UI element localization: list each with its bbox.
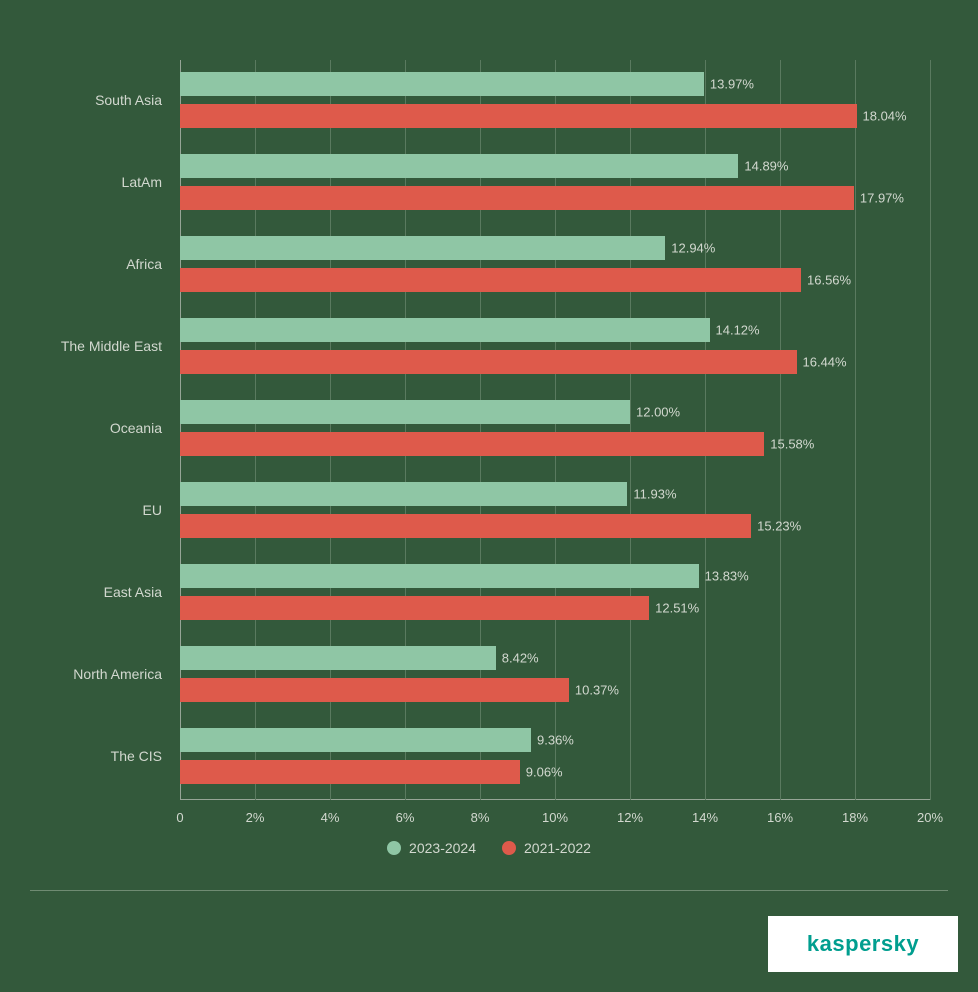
x-tick-label: 2% xyxy=(246,810,265,825)
bar-value-label: 12.00% xyxy=(630,405,680,420)
legend-label: 2023-2024 xyxy=(409,840,476,856)
bar: 15.58% xyxy=(180,432,764,456)
bar-value-label: 12.51% xyxy=(649,601,699,616)
x-tick-label: 0 xyxy=(176,810,183,825)
bar: 18.04% xyxy=(180,104,857,128)
category-label: The CIS xyxy=(111,748,180,764)
x-tick-label: 18% xyxy=(842,810,868,825)
footer-rule xyxy=(30,890,948,891)
bar-value-label: 14.89% xyxy=(738,159,788,174)
category-label: Oceania xyxy=(110,420,180,436)
bar-value-label: 17.97% xyxy=(854,191,904,206)
x-tick-label: 10% xyxy=(542,810,568,825)
bar: 13.83% xyxy=(180,564,699,588)
bar-value-label: 16.44% xyxy=(797,355,847,370)
category-label: LatAm xyxy=(122,174,180,190)
chart-area: 02%4%6%8%10%12%14%16%18%20%South Asia13.… xyxy=(20,20,958,860)
legend-swatch-icon xyxy=(387,841,401,855)
x-tick-label: 6% xyxy=(396,810,415,825)
bar: 12.94% xyxy=(180,236,665,260)
bar-value-label: 12.94% xyxy=(665,241,715,256)
x-tick-label: 14% xyxy=(692,810,718,825)
gridline xyxy=(855,60,856,800)
bar-value-label: 9.36% xyxy=(531,733,574,748)
bar: 9.36% xyxy=(180,728,531,752)
legend-item: 2021-2022 xyxy=(502,840,591,856)
x-tick-label: 4% xyxy=(321,810,340,825)
bar: 12.00% xyxy=(180,400,630,424)
bar-value-label: 11.93% xyxy=(627,487,676,502)
bar-value-label: 14.12% xyxy=(710,323,760,338)
bar: 13.97% xyxy=(180,72,704,96)
bar-value-label: 15.58% xyxy=(764,437,814,452)
bar: 16.56% xyxy=(180,268,801,292)
category-label: East Asia xyxy=(104,584,180,600)
bar: 12.51% xyxy=(180,596,649,620)
bar-value-label: 16.56% xyxy=(801,273,851,288)
bar-value-label: 9.06% xyxy=(520,765,563,780)
brand-text: kaspersky xyxy=(807,931,919,957)
bar-value-label: 18.04% xyxy=(857,109,907,124)
bar-value-label: 15.23% xyxy=(751,519,801,534)
legend-swatch-icon xyxy=(502,841,516,855)
legend-label: 2021-2022 xyxy=(524,840,591,856)
bar: 16.44% xyxy=(180,350,797,374)
chart-frame: 02%4%6%8%10%12%14%16%18%20%South Asia13.… xyxy=(0,0,978,992)
legend-item: 2023-2024 xyxy=(387,840,476,856)
bar-value-label: 10.37% xyxy=(569,683,619,698)
bar-value-label: 8.42% xyxy=(496,651,539,666)
x-tick-label: 16% xyxy=(767,810,793,825)
category-label: The Middle East xyxy=(61,338,180,354)
bar: 11.93% xyxy=(180,482,627,506)
brand-box: kaspersky xyxy=(768,916,958,972)
x-tick-label: 20% xyxy=(917,810,943,825)
plot-area: 02%4%6%8%10%12%14%16%18%20%South Asia13.… xyxy=(180,60,930,800)
bar: 9.06% xyxy=(180,760,520,784)
gridline xyxy=(930,60,931,800)
category-label: EU xyxy=(143,502,180,518)
bar: 17.97% xyxy=(180,186,854,210)
bar-value-label: 13.97% xyxy=(704,77,754,92)
bar: 8.42% xyxy=(180,646,496,670)
category-label: South Asia xyxy=(95,92,180,108)
bar: 14.12% xyxy=(180,318,710,342)
bar: 14.89% xyxy=(180,154,738,178)
bar: 10.37% xyxy=(180,678,569,702)
bar: 15.23% xyxy=(180,514,751,538)
x-tick-label: 12% xyxy=(617,810,643,825)
category-label: Africa xyxy=(126,256,180,272)
legend: 2023-2024 2021-2022 xyxy=(20,840,958,856)
category-label: North America xyxy=(73,666,180,682)
x-tick-label: 8% xyxy=(471,810,490,825)
bar-value-label: 13.83% xyxy=(699,569,749,584)
